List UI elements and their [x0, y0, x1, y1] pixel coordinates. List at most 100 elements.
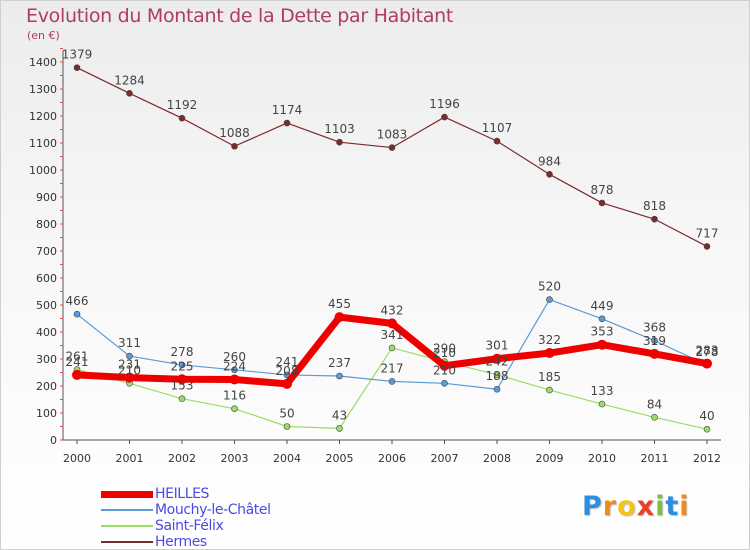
data-label: 466 — [66, 294, 89, 308]
data-label: 432 — [381, 303, 404, 317]
y-tick-label: 1300 — [29, 83, 57, 96]
data-point — [598, 199, 606, 207]
data-point — [651, 337, 658, 344]
logo-letter: t — [665, 491, 680, 522]
data-label: 133 — [591, 384, 614, 398]
legend-label: Hermes — [155, 534, 207, 550]
legend-item: Mouchy-le-Châtel — [101, 502, 271, 518]
data-point — [493, 371, 501, 378]
data-label: 368 — [643, 321, 666, 335]
legend-swatch — [101, 525, 153, 527]
data-label: 185 — [538, 370, 561, 384]
legend-item: HEILLES — [101, 486, 271, 502]
data-point — [651, 215, 658, 223]
legend-item: Saint-Félix — [101, 518, 271, 534]
x-tick-label: 2012 — [693, 452, 721, 465]
legend-swatch — [101, 509, 153, 511]
data-point — [703, 425, 711, 433]
legend-label: HEILLES — [155, 486, 210, 502]
data-point — [544, 348, 555, 359]
data-label: 217 — [381, 361, 404, 375]
data-label: 341 — [381, 328, 404, 342]
legend-item: Hermes — [101, 534, 271, 550]
data-point — [178, 395, 186, 402]
legend-label: Saint-Félix — [155, 518, 224, 534]
data-label: 1196 — [429, 97, 460, 111]
data-label: 242 — [486, 355, 509, 369]
logo-letter: i — [679, 491, 690, 522]
data-label: 208 — [276, 364, 299, 378]
y-tick-label: 600 — [36, 272, 57, 285]
data-label: 1174 — [272, 103, 303, 117]
y-tick-label: 1400 — [29, 56, 57, 69]
data-label: 153 — [171, 379, 194, 393]
data-point — [126, 90, 133, 97]
data-point — [282, 378, 292, 389]
data-label: 319 — [643, 334, 666, 348]
data-point — [178, 114, 186, 122]
x-tick-label: 2002 — [168, 452, 196, 465]
data-point — [703, 243, 711, 250]
unit-label: (en €) — [27, 29, 60, 42]
data-point — [283, 423, 291, 430]
data-point — [546, 296, 553, 303]
legend-swatch — [101, 541, 153, 543]
data-label: 1088 — [219, 126, 250, 140]
logo-letter: o — [617, 491, 637, 522]
logo-letter: P — [582, 491, 603, 522]
x-tick-label: 2005 — [326, 452, 354, 465]
data-label: 322 — [538, 333, 561, 347]
data-label: 210 — [433, 363, 456, 377]
data-label: 455 — [328, 297, 351, 311]
y-tick-label: 1100 — [29, 137, 57, 150]
x-tick-label: 2007 — [431, 452, 459, 465]
y-tick-label: 200 — [36, 380, 57, 393]
chart-title: Evolution du Montant de la Dette par Hab… — [26, 5, 454, 27]
y-tick-label: 500 — [36, 299, 57, 312]
data-point — [441, 113, 448, 121]
data-label: 1284 — [114, 73, 145, 87]
data-point — [229, 374, 240, 385]
x-tick-label: 2008 — [483, 452, 511, 465]
data-label: 878 — [591, 183, 614, 197]
data-point — [597, 339, 607, 350]
data-label: 717 — [696, 226, 719, 240]
data-label: 283 — [696, 344, 719, 358]
data-label: 116 — [223, 389, 246, 403]
x-tick-label: 2011 — [641, 452, 669, 465]
data-label: 50 — [279, 407, 294, 421]
y-tick-label: 400 — [36, 326, 57, 339]
data-point — [283, 119, 291, 127]
data-point — [73, 310, 81, 318]
y-tick-label: 300 — [36, 353, 57, 366]
data-label: 40 — [699, 409, 714, 423]
logo-letter: i — [655, 491, 666, 522]
legend-label: Mouchy-le-Châtel — [155, 502, 271, 518]
data-point — [124, 372, 135, 383]
data-point — [651, 414, 658, 421]
data-point — [441, 379, 448, 387]
data-point — [334, 312, 345, 323]
data-label: 260 — [223, 350, 246, 364]
data-label: 278 — [696, 345, 719, 359]
data-point — [493, 385, 501, 393]
y-tick-label: 800 — [36, 218, 57, 231]
data-point — [493, 137, 501, 145]
legend: HEILLES Mouchy-le-Châtel Saint-Félix Hermes — [101, 486, 271, 550]
x-tick-label: 2000 — [63, 452, 91, 465]
data-point — [388, 344, 396, 352]
data-point — [492, 353, 502, 364]
data-point — [649, 348, 660, 359]
x-tick-label: 2003 — [221, 452, 249, 465]
data-point — [702, 358, 712, 369]
legend-swatch — [101, 490, 153, 498]
data-label: 225 — [171, 359, 194, 373]
data-point — [387, 318, 397, 329]
data-label: 188 — [486, 369, 509, 383]
x-tick-label: 2010 — [588, 452, 616, 465]
series-line — [76, 67, 708, 248]
data-point — [72, 369, 82, 380]
data-point — [126, 352, 133, 360]
